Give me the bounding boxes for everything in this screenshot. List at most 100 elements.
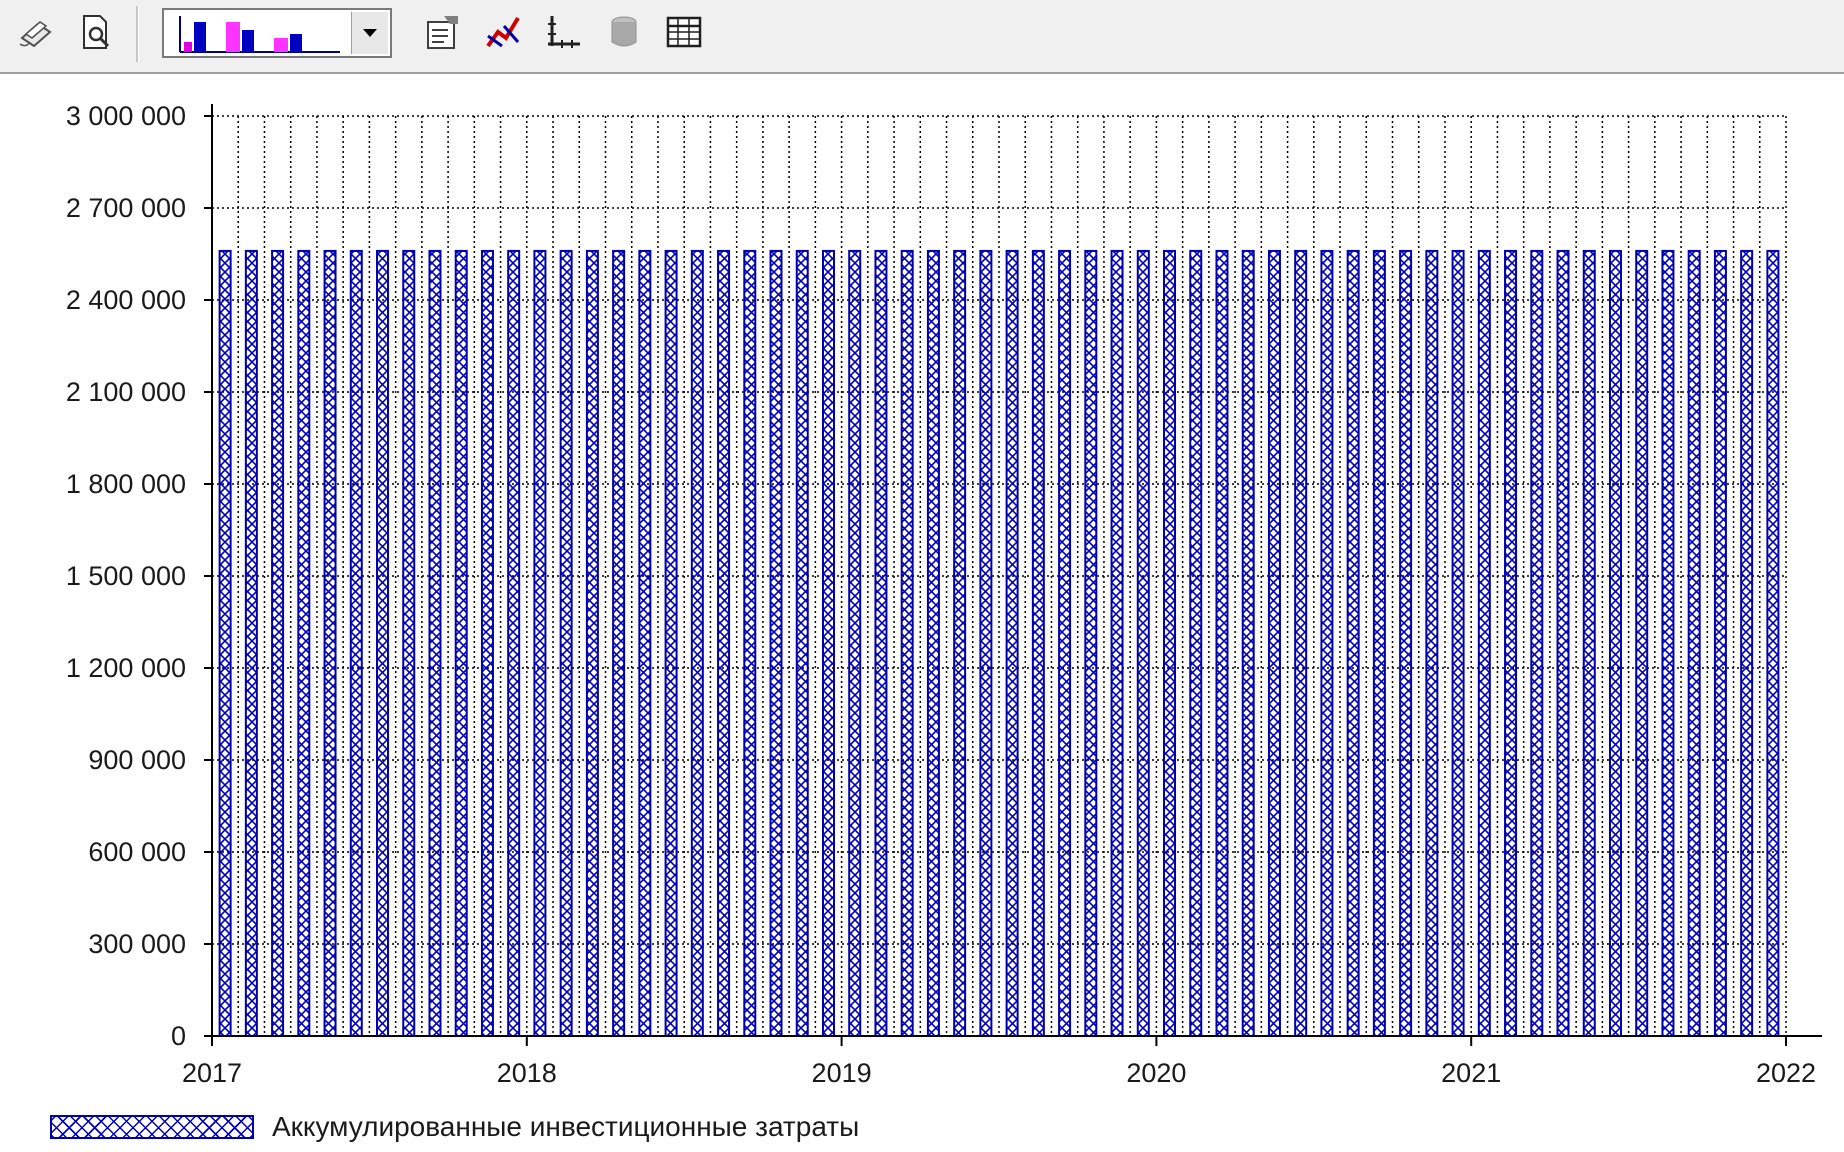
bar xyxy=(1713,249,1727,1037)
bar xyxy=(1215,249,1229,1037)
bar xyxy=(1241,249,1255,1037)
data-table-icon xyxy=(666,16,702,48)
bar xyxy=(1084,249,1098,1037)
chart-properties-button[interactable] xyxy=(422,10,466,54)
bar xyxy=(1320,249,1334,1037)
bar xyxy=(1766,249,1780,1037)
dropdown-arrow[interactable] xyxy=(351,12,388,54)
axis-settings-icon xyxy=(548,16,580,48)
bar xyxy=(612,249,626,1037)
bar xyxy=(507,249,521,1037)
x-tick-label: 2017 xyxy=(182,1058,242,1088)
bar xyxy=(1687,249,1701,1037)
bar xyxy=(1031,249,1045,1037)
bar xyxy=(1661,249,1675,1037)
chevron-down-icon xyxy=(363,29,377,37)
bar xyxy=(1556,249,1570,1037)
bar xyxy=(690,249,704,1037)
bar xyxy=(1608,249,1622,1037)
bar xyxy=(743,249,757,1037)
bar xyxy=(1058,249,1072,1037)
chart-area: 0 300 000 600 000 900 000 1 200 000 1 500 000… xyxy=(0,74,1844,1152)
print-button[interactable] xyxy=(14,10,58,54)
bar xyxy=(1451,249,1465,1037)
x-tick-label: 2021 xyxy=(1441,1058,1501,1088)
y-tick-label: 2 100 000 xyxy=(66,377,186,407)
chart-plot: 0 300 000 600 000 900 000 1 200 000 1 500 000… xyxy=(66,101,1822,1088)
bar xyxy=(979,249,993,1037)
bar xyxy=(1267,249,1281,1037)
bar xyxy=(1163,249,1177,1037)
bar xyxy=(480,249,494,1037)
bar xyxy=(585,249,599,1037)
bar xyxy=(1740,249,1754,1037)
bar xyxy=(244,249,258,1037)
bar xyxy=(1189,249,1203,1037)
y-tick-label: 1 500 000 xyxy=(66,561,186,591)
y-tick-label: 1 200 000 xyxy=(66,653,186,683)
bar xyxy=(874,249,888,1037)
x-tick-label: 2022 xyxy=(1756,1058,1816,1088)
bar-chart-icon xyxy=(179,16,340,53)
bar xyxy=(1504,249,1518,1037)
bar xyxy=(848,249,862,1037)
y-tick-label: 300 000 xyxy=(88,929,186,959)
chart-legend: Аккумулированные инвестиционные затраты xyxy=(50,1110,859,1144)
series-style-icon xyxy=(486,16,520,48)
print-preview-button[interactable] xyxy=(74,10,118,54)
legend-label: Аккумулированные инвестиционные затраты xyxy=(272,1111,860,1142)
x-tick-label: 2020 xyxy=(1126,1058,1186,1088)
toolbar-separator xyxy=(136,6,139,62)
data-table-button[interactable] xyxy=(662,10,706,54)
bar xyxy=(1005,249,1019,1037)
bar xyxy=(218,249,232,1037)
bar xyxy=(428,249,442,1037)
bar xyxy=(1372,249,1386,1037)
print-icon xyxy=(19,21,52,48)
x-tick-label: 2019 xyxy=(812,1058,872,1088)
axis-settings-button[interactable] xyxy=(542,10,586,54)
chart-properties-icon xyxy=(427,16,458,49)
bar xyxy=(1425,249,1439,1037)
bar xyxy=(559,249,573,1037)
y-tick-label: 2 700 000 xyxy=(66,193,186,223)
bar xyxy=(769,249,783,1037)
series-style-button[interactable] xyxy=(482,10,526,54)
legend-swatch xyxy=(50,1115,254,1139)
y-tick-label: 1 800 000 xyxy=(66,469,186,499)
bar xyxy=(323,249,337,1037)
bar xyxy=(1294,249,1308,1037)
bar xyxy=(900,249,914,1037)
y-tick-label: 2 400 000 xyxy=(66,285,186,315)
bar xyxy=(402,249,416,1037)
bar xyxy=(926,249,940,1037)
bar xyxy=(1346,249,1360,1037)
bar xyxy=(795,249,809,1037)
y-tick-label: 0 xyxy=(171,1021,186,1051)
bar xyxy=(1582,249,1596,1037)
bar xyxy=(1110,249,1124,1037)
bar xyxy=(271,249,285,1037)
3d-view-icon xyxy=(611,16,637,47)
y-tick-label: 900 000 xyxy=(88,745,186,775)
chart-type-select[interactable] xyxy=(162,8,392,58)
bar xyxy=(821,249,835,1037)
chart-toolbar xyxy=(0,0,1844,74)
bar xyxy=(953,249,967,1037)
bar xyxy=(533,249,547,1037)
bar xyxy=(376,249,390,1037)
bar xyxy=(454,249,468,1037)
bar xyxy=(1399,249,1413,1037)
bar xyxy=(664,249,678,1037)
3d-view-button[interactable] xyxy=(602,10,646,54)
bar xyxy=(1477,249,1491,1037)
bar xyxy=(349,249,363,1037)
y-tick-label: 600 000 xyxy=(88,837,186,867)
bar xyxy=(1136,249,1150,1037)
print-preview-icon xyxy=(83,15,110,49)
bar xyxy=(1530,249,1544,1037)
bar xyxy=(638,249,652,1037)
bar xyxy=(1635,249,1649,1037)
y-tick-label: 3 000 000 xyxy=(66,101,186,131)
x-tick-label: 2018 xyxy=(497,1058,557,1088)
